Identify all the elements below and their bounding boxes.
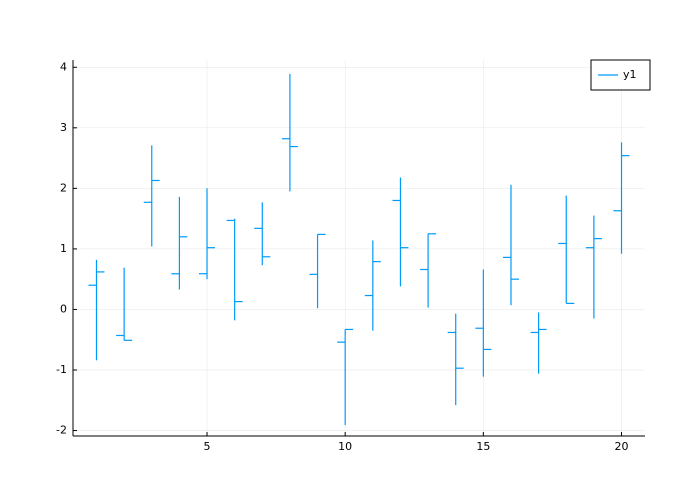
x-tick-label: 15 [476,440,490,453]
y-tick-label: 2 [60,181,67,194]
x-tick-label: 10 [338,440,352,453]
legend-label: y1 [623,68,637,81]
y-tick-label: 0 [60,302,67,315]
y-tick-label: 3 [60,121,67,134]
y-tick-label: -1 [56,363,67,376]
y-tick-label: -2 [56,424,67,437]
y-tick-label: 4 [60,60,67,73]
x-tick-label: 20 [615,440,629,453]
x-tick-label: 5 [204,440,211,453]
y-tick-label: 1 [60,242,67,255]
